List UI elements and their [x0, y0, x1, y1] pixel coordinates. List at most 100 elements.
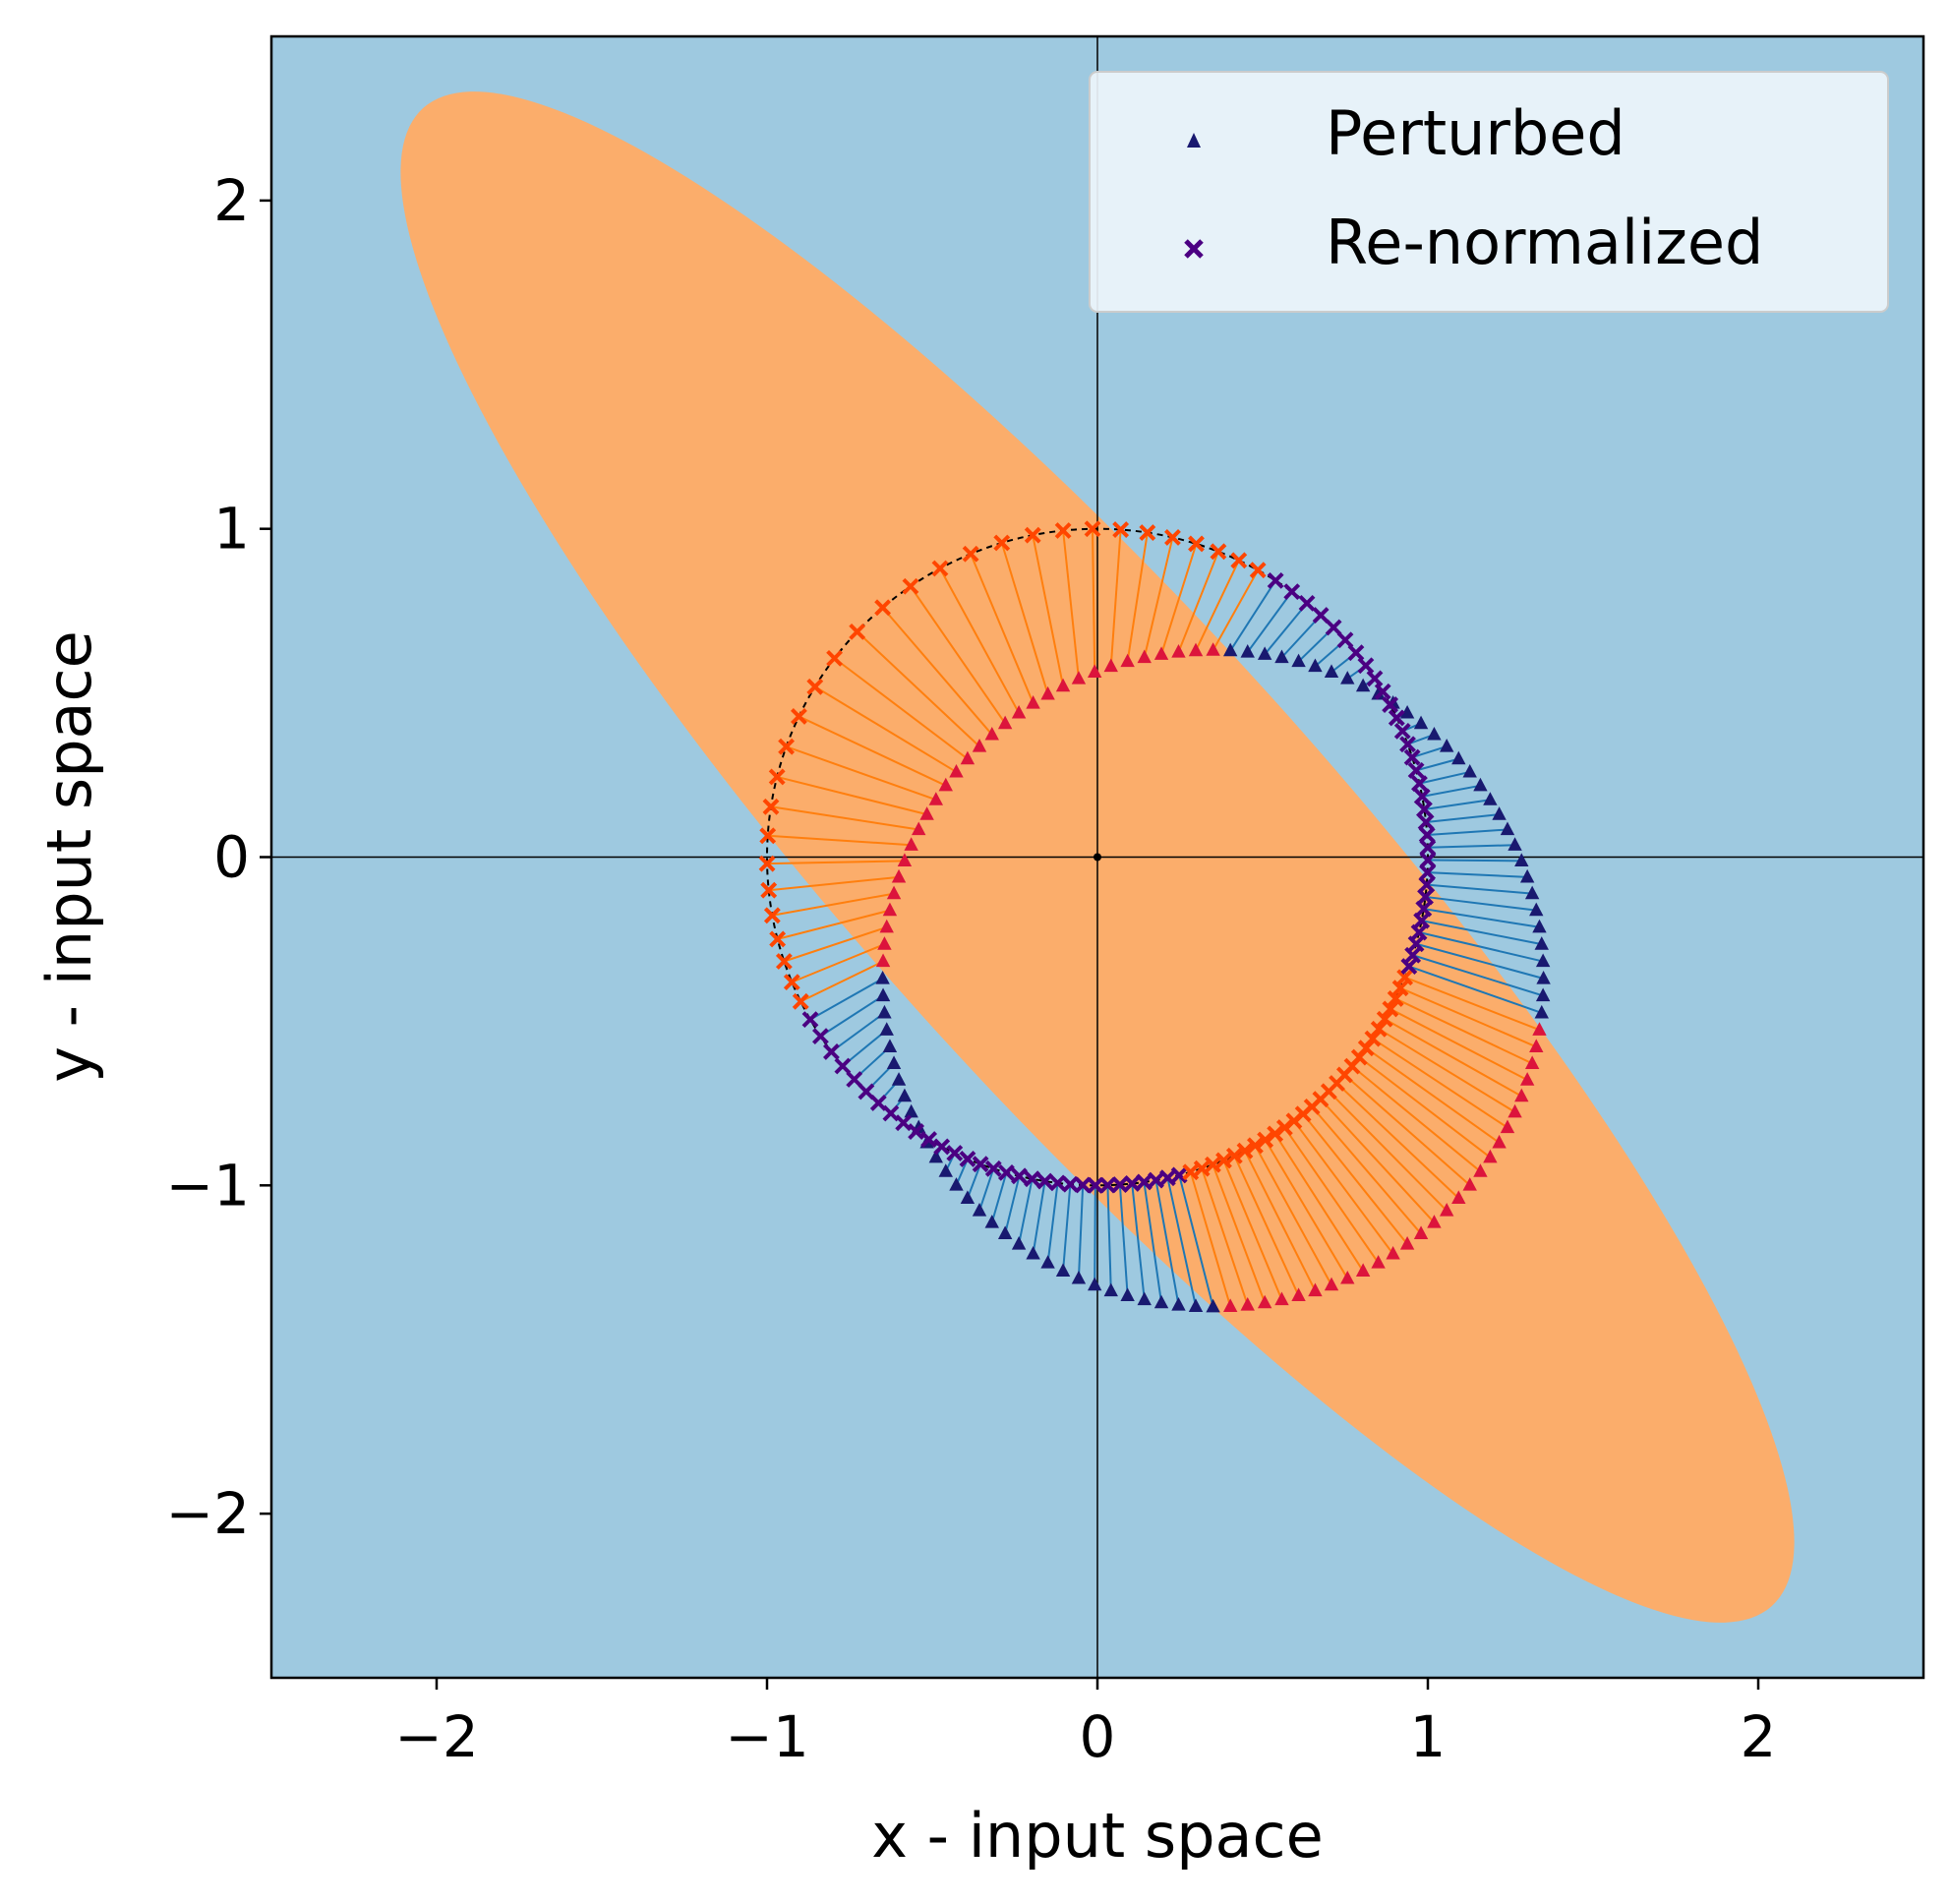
- renormalized-point: [1399, 736, 1416, 753]
- renormalized-point: [1312, 607, 1330, 624]
- perturbed-point: [1500, 1119, 1515, 1134]
- displacement-line: [1384, 1018, 1522, 1098]
- perturbed-point: [1120, 1287, 1135, 1302]
- renormalized-point: [1411, 775, 1428, 793]
- renormalized-point: [1074, 1176, 1092, 1194]
- displacement-line: [1109, 529, 1122, 667]
- renormalized-point: [1170, 1166, 1188, 1184]
- perturbed-point: [1371, 685, 1386, 700]
- renormalized-point: [763, 907, 781, 924]
- displacement-line: [881, 607, 993, 736]
- displacement-line: [1421, 920, 1542, 946]
- perturbed-point: [1153, 646, 1169, 660]
- perturbed-point: [1519, 868, 1535, 883]
- origin-point: [1094, 853, 1101, 862]
- perturbed-point: [1103, 658, 1118, 673]
- perturbed-point: [1324, 1277, 1339, 1291]
- perturbed-point: [997, 715, 1013, 730]
- renormalized-point: [1382, 696, 1399, 714]
- x-axis-label: x - input space: [871, 1800, 1324, 1872]
- displacement-line: [1427, 844, 1515, 849]
- y-tick-label: −1: [166, 1152, 251, 1219]
- renormalized-point: [1247, 1137, 1264, 1155]
- renormalized-point: [1188, 535, 1205, 553]
- renormalized-point: [1236, 1142, 1254, 1160]
- renormalized-point: [823, 1042, 840, 1060]
- perturbed-point: [886, 885, 902, 900]
- renormalized-point: [846, 1071, 863, 1088]
- perturbed-point: [919, 806, 934, 820]
- perturbed-point: [882, 1039, 898, 1053]
- renormalized-point: [769, 930, 787, 948]
- perturbed-point: [997, 1225, 1013, 1240]
- perturbed-point: [1120, 653, 1135, 668]
- perturbed-point: [912, 821, 926, 836]
- perturbed-point: [928, 1149, 944, 1163]
- perturbed-point: [1355, 678, 1371, 692]
- displacement-line: [1408, 965, 1543, 1014]
- displacement-line: [786, 745, 937, 802]
- perturbed-point: [897, 1088, 913, 1102]
- renormalized-point: [920, 1131, 938, 1149]
- displacement-line: [1415, 942, 1544, 980]
- perturbed-point: [1026, 695, 1040, 709]
- renormalized-point: [1391, 980, 1409, 997]
- perturbed-point: [1462, 763, 1477, 778]
- perturbed-point: [1514, 1088, 1529, 1102]
- perturbed-point: [875, 987, 891, 1002]
- perturbed-point: [1514, 853, 1529, 866]
- renormalized-point: [972, 1156, 989, 1173]
- displacement-line: [809, 978, 884, 1021]
- renormalized-point: [1267, 1125, 1284, 1143]
- y-tick-label: 2: [213, 167, 250, 234]
- perturbed-point: [877, 936, 892, 950]
- renormalized-point: [792, 992, 809, 1010]
- perturbed-point: [1308, 658, 1323, 673]
- perturbed-point: [904, 1103, 918, 1118]
- renormalized-point: [791, 707, 807, 725]
- renormalized-point: [1418, 826, 1436, 844]
- displacement-line: [768, 875, 900, 892]
- x-tick-label: −2: [394, 1703, 479, 1770]
- x-tick-label: 0: [1080, 1703, 1116, 1770]
- perturbed-point: [1340, 671, 1355, 684]
- renormalized-point: [1210, 543, 1227, 561]
- renormalized-point: [826, 649, 844, 667]
- displacement-line: [1131, 1183, 1146, 1300]
- displacement-line: [1404, 976, 1540, 1032]
- renormalized-point: [895, 1114, 913, 1132]
- perturbed-point: [897, 853, 913, 866]
- displacement-line: [1320, 1099, 1436, 1223]
- renormalized-point: [1112, 521, 1130, 538]
- renormalized-point: [1419, 852, 1437, 868]
- perturbed-point: [1340, 1270, 1355, 1284]
- displacement-line: [1273, 1133, 1364, 1272]
- displacement-line: [1062, 1184, 1072, 1272]
- renormalized-point: [849, 623, 866, 640]
- perturbed-point: [875, 971, 890, 984]
- renormalized-point: [1407, 761, 1425, 779]
- displacement-line: [1422, 784, 1481, 798]
- perturbed-point: [1535, 987, 1551, 1002]
- renormalized-point: [760, 881, 778, 899]
- renormalized-point: [1364, 1030, 1382, 1047]
- perturbed-point: [1257, 646, 1272, 660]
- perturbed-point: [1171, 1296, 1186, 1311]
- renormalized-point: [1257, 1131, 1274, 1149]
- renormalized-point: [1036, 1172, 1053, 1190]
- displacement-line: [1425, 895, 1537, 912]
- perturbed-point: [1399, 704, 1415, 719]
- displacement-line: [1195, 560, 1240, 652]
- displacement-line: [1189, 1171, 1232, 1307]
- displacement-line: [1412, 954, 1544, 997]
- displacement-line: [1046, 1182, 1059, 1264]
- perturbed-point: [904, 837, 918, 851]
- displacement-line: [1126, 532, 1149, 662]
- renormalized-point: [775, 953, 793, 970]
- renormalized-point: [1413, 788, 1431, 805]
- displacement-line: [1365, 1046, 1501, 1144]
- renormalized-point: [1283, 583, 1301, 601]
- renormalized-point: [812, 1028, 829, 1045]
- displacement-line: [1177, 551, 1219, 653]
- renormalized-point: [1158, 1169, 1176, 1187]
